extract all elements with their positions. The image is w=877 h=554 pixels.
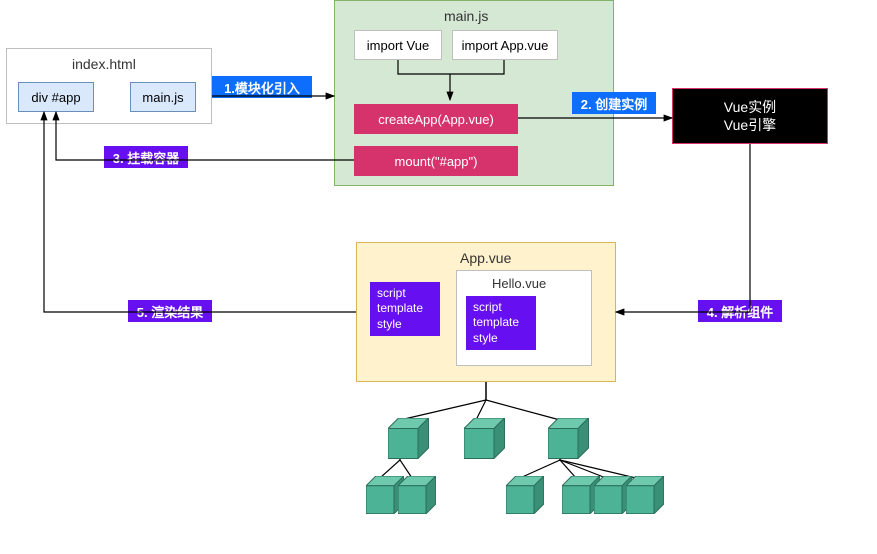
hello-title: Hello.vue [492, 276, 546, 291]
step5-text: 5. 渲染结果 [137, 302, 203, 321]
mainjs-title: main.js [444, 8, 488, 24]
step4-text: 4. 解析组件 [707, 302, 773, 321]
mainjs-small-box: main.js [130, 82, 196, 112]
vue-line1: Vue实例 [724, 98, 776, 116]
vue-line2: Vue引擎 [724, 116, 776, 134]
indexhtml-title: index.html [72, 56, 136, 72]
import-app-box: import App.vue [452, 30, 558, 60]
hello-sts-text: script template style [473, 300, 519, 347]
step3-text: 3. 挂载容器 [113, 148, 179, 167]
vue-instance-box: Vue实例 Vue引擎 [672, 88, 828, 144]
sts-box: script template style [370, 282, 440, 336]
step5-label: 5. 渲染结果 [128, 300, 212, 322]
hello-sts-box: script template style [466, 296, 536, 350]
step1-text: 1.模块化引入 [224, 78, 300, 97]
step2-text: 2. 创建实例 [581, 94, 647, 113]
step2-label: 2. 创建实例 [572, 92, 656, 114]
import-vue-box: import Vue [354, 30, 442, 60]
mount-text: mount("#app") [395, 154, 478, 169]
import-app-text: import App.vue [462, 38, 549, 53]
mainjs-small-text: main.js [142, 90, 183, 105]
mount-box: mount("#app") [354, 146, 518, 176]
createapp-box: createApp(App.vue) [354, 104, 518, 134]
step1-label: 1.模块化引入 [212, 76, 312, 98]
step4-label: 4. 解析组件 [698, 300, 782, 322]
divapp-text: div #app [31, 90, 80, 105]
import-vue-text: import Vue [367, 38, 429, 53]
appvue-title: App.vue [460, 250, 511, 266]
sts-text: script template style [377, 286, 423, 333]
createapp-text: createApp(App.vue) [378, 112, 494, 127]
divapp-box: div #app [18, 82, 94, 112]
step3-label: 3. 挂载容器 [104, 146, 188, 168]
